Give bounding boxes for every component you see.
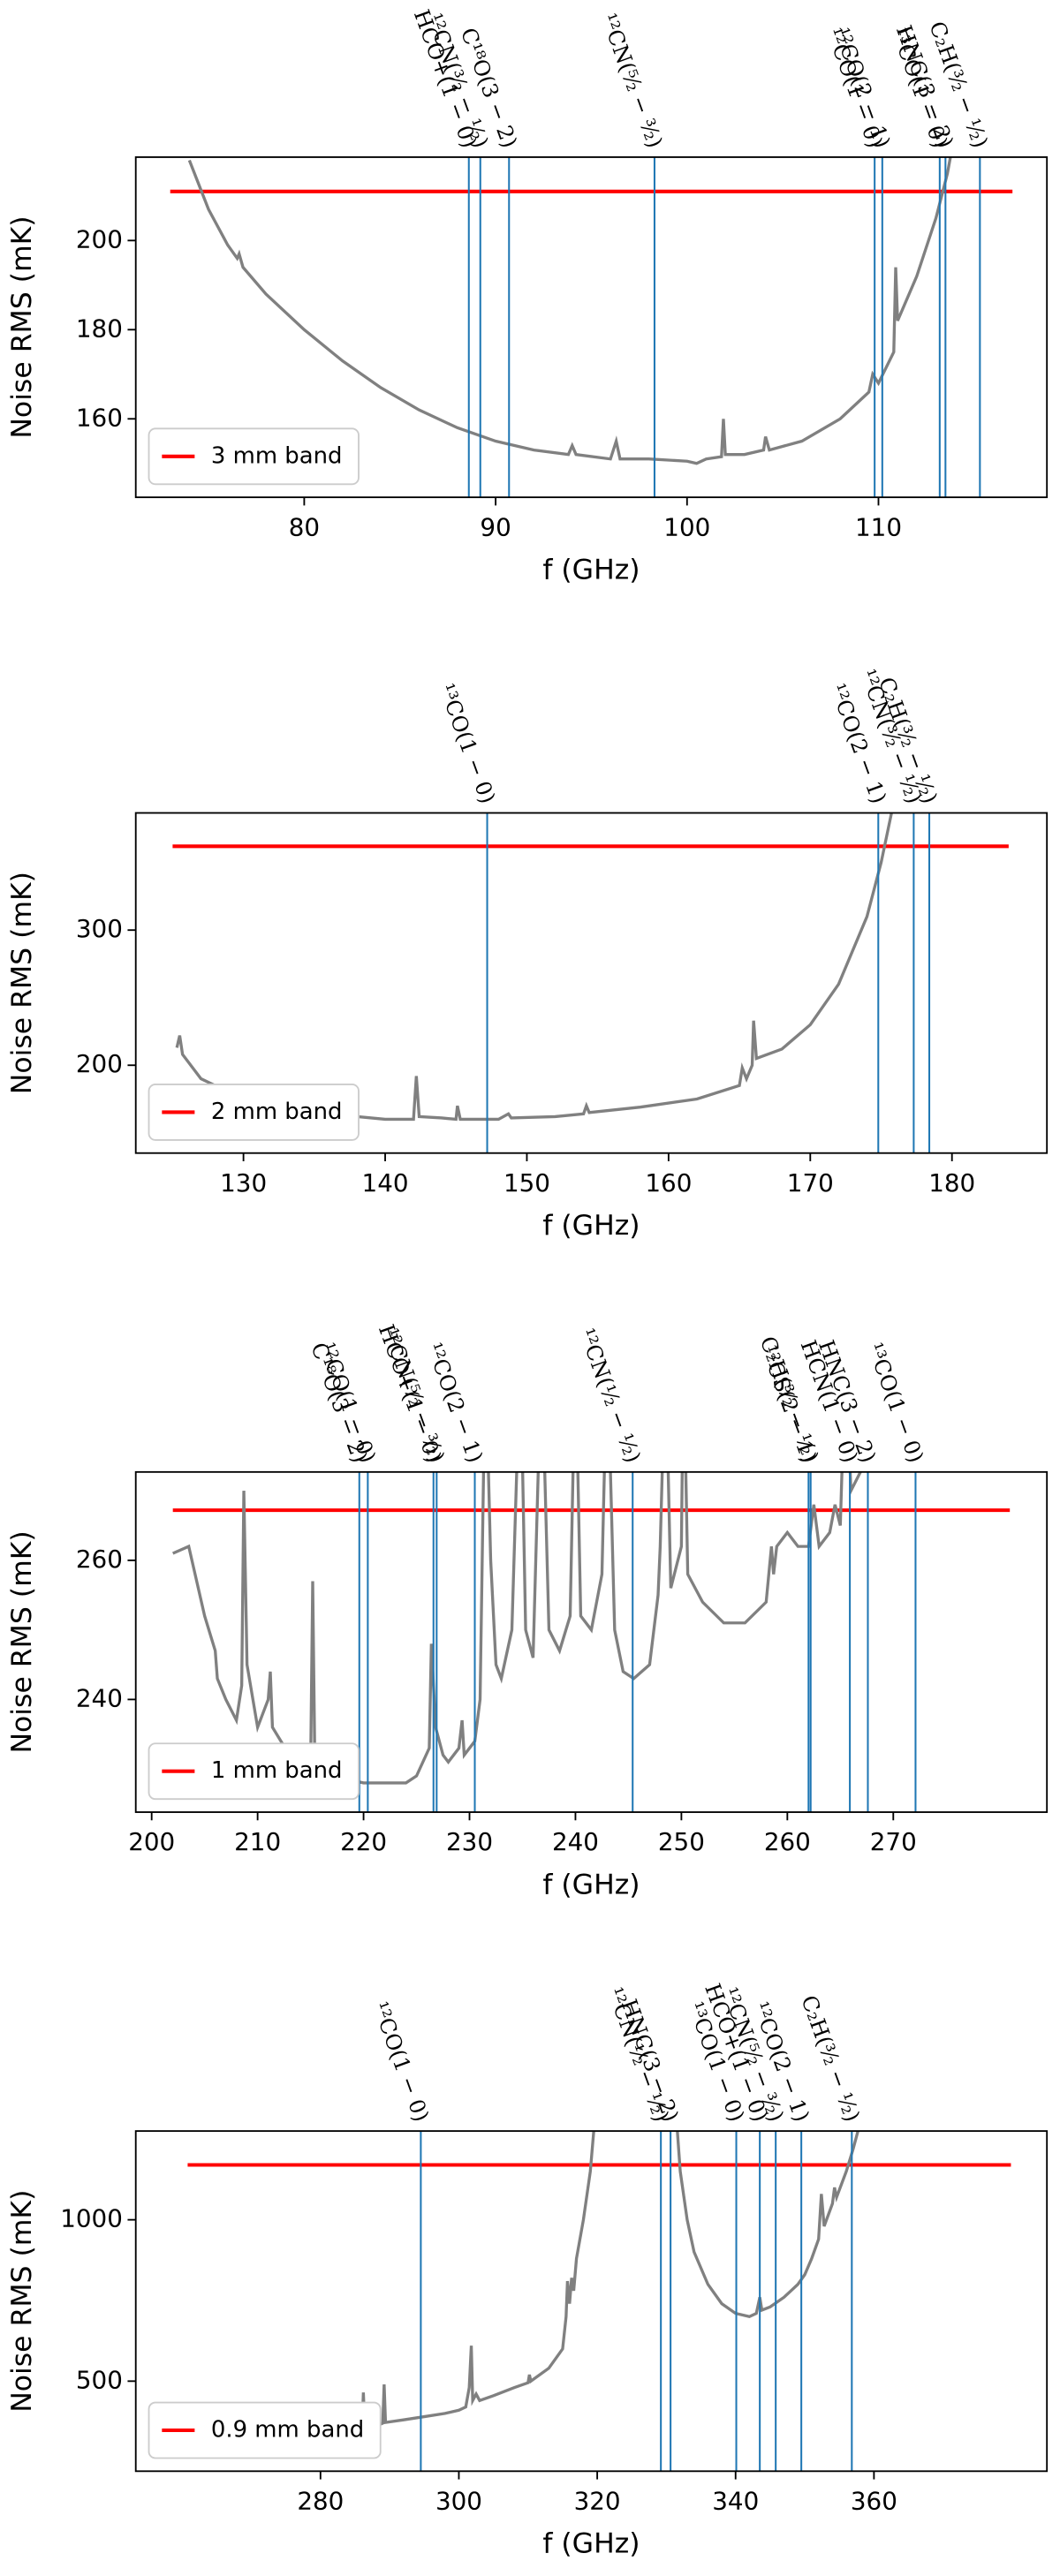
y-axis-label: Noise RMS (mK) xyxy=(6,215,38,438)
legend-box xyxy=(148,1742,360,1801)
line-label: ¹³CO(1 − 0) xyxy=(434,680,500,806)
y-tick-label: 300 xyxy=(76,914,123,943)
plot-area xyxy=(172,1471,1011,1785)
y-axis-label: Noise RMS (mK) xyxy=(6,872,38,1094)
line-label: ¹²CO(1 − 0) xyxy=(367,1998,434,2125)
x-tick-label: 200 xyxy=(128,1827,175,1856)
legend: 2 mm band xyxy=(148,1084,360,1141)
x-tick-label: 340 xyxy=(712,2487,759,2516)
panel: ¹²CO(1 − 0) ¹²CN(¹⁄₂ − ¹⁄₂)HNC(3 − 2) ¹³CO… xyxy=(6,1980,1049,2560)
x-tick-label: 180 xyxy=(928,1168,975,1197)
noise-curve xyxy=(175,812,893,1122)
x-tick-label: 160 xyxy=(645,1168,692,1197)
x-tick-label: 220 xyxy=(340,1827,387,1856)
x-tick-label: 260 xyxy=(764,1827,811,1856)
plot-frame xyxy=(134,812,1049,1154)
line-label: ¹²CN(⁵⁄₂ − ³⁄₂) xyxy=(596,11,668,152)
y-axis-label: Noise RMS (mK) xyxy=(6,1530,38,1753)
x-axis-label: f (GHz) xyxy=(542,1869,640,1900)
x-tick-label: 270 xyxy=(870,1827,917,1856)
x-tick-label: 170 xyxy=(787,1168,834,1197)
panel: C¹⁸O(3 − 2)¹²CO(1 − 0)HCO+(1 − 0)¹²CN(⁵⁄… xyxy=(6,1321,1049,1900)
plot-area xyxy=(187,2131,1011,2433)
plot-frame xyxy=(134,2130,1049,2473)
y-tick-label: 260 xyxy=(76,1545,123,1574)
legend-label: 3 mm band xyxy=(211,442,343,469)
noise-curve xyxy=(172,1471,862,1785)
panel: HCO+(1 − 0)¹²CN(³⁄₂ − ¹⁄₂)C¹⁸O(3 − 2) ¹²C… xyxy=(6,6,1049,585)
x-tick-label: 130 xyxy=(220,1168,267,1197)
y-tick-label: 1000 xyxy=(60,2204,123,2233)
x-axis-label: f (GHz) xyxy=(542,2528,640,2560)
x-tick-label: 240 xyxy=(552,1827,599,1856)
y-tick-label: 180 xyxy=(76,314,123,343)
x-tick-label: 100 xyxy=(663,512,710,541)
x-tick-label: 110 xyxy=(855,512,902,541)
x-tick-label: 210 xyxy=(234,1827,281,1856)
legend-box xyxy=(148,427,360,486)
x-tick-label: 80 xyxy=(289,512,320,541)
x-tick-label: 320 xyxy=(574,2487,621,2516)
y-axis-label: Noise RMS (mK) xyxy=(6,2190,38,2413)
plot-area xyxy=(172,812,1009,1122)
plot-frame xyxy=(134,1470,1049,1813)
legend-label: 0.9 mm band xyxy=(211,2417,364,2444)
legend-box xyxy=(148,2401,382,2459)
legend: 1 mm band xyxy=(148,1742,360,1801)
legend-label: 2 mm band xyxy=(211,1099,343,1125)
noise-curve xyxy=(187,156,952,465)
y-tick-label: 160 xyxy=(76,403,123,432)
panel: ¹³CO(1 − 0) ¹²CO(2 − 1)¹²CN(³⁄₂ − ¹⁄₂)C₂H… xyxy=(6,666,1049,1242)
x-axis-label: f (GHz) xyxy=(542,1210,640,1242)
y-tick-label: 200 xyxy=(76,224,123,253)
legend-box xyxy=(148,1084,360,1141)
x-tick-label: 140 xyxy=(362,1168,409,1197)
legend-label: 1 mm band xyxy=(211,1757,343,1784)
y-tick-label: 500 xyxy=(76,2365,123,2394)
x-tick-label: 360 xyxy=(851,2487,897,2516)
y-tick-label: 200 xyxy=(76,1049,123,1078)
x-axis-label: f (GHz) xyxy=(542,554,640,585)
legend: 3 mm band xyxy=(148,427,360,486)
x-tick-label: 90 xyxy=(480,512,511,541)
x-tick-label: 300 xyxy=(435,2487,482,2516)
plot-frame xyxy=(134,156,1049,499)
line-label: ¹²CN(¹⁄₂ − ¹⁄₂) xyxy=(574,1325,646,1466)
x-tick-label: 250 xyxy=(658,1827,705,1856)
x-tick-label: 280 xyxy=(297,2487,344,2516)
y-tick-label: 240 xyxy=(76,1683,123,1712)
x-tick-label: 150 xyxy=(504,1168,550,1197)
plot-area xyxy=(170,156,1013,465)
x-tick-label: 230 xyxy=(446,1827,493,1856)
legend: 0.9 mm band xyxy=(148,2401,382,2459)
